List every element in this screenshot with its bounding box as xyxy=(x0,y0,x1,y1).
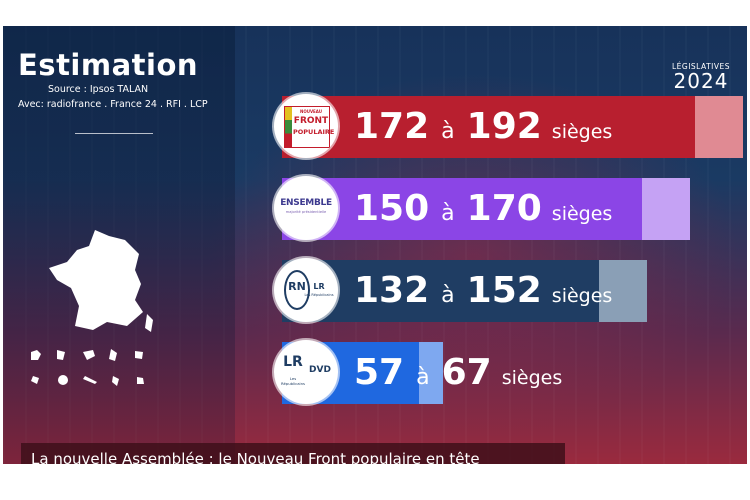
france-map-icon xyxy=(49,230,153,332)
max-seats-value: 152 xyxy=(466,270,542,311)
source-text: Source : Ipsos TALAN xyxy=(48,84,149,95)
logo-text: LR xyxy=(283,354,303,370)
party-logo-nfp: NOUVEAU FRONT POPULAIRE xyxy=(274,94,338,158)
logo-text: NOUVEAU xyxy=(299,109,323,114)
min-seats-value: 150 xyxy=(354,188,430,229)
logo-text: ENSEMBLE xyxy=(280,198,332,208)
chart-title: Estimation xyxy=(18,48,199,82)
logo-text: DVD xyxy=(309,365,331,375)
logo-text: RN xyxy=(288,280,306,293)
bar-nfp: NOUVEAU FRONT POPULAIRE 172 à 192 sièges xyxy=(274,94,743,158)
news-ticker: La nouvelle Assemblée : le Nouveau Front… xyxy=(21,443,565,464)
bar-range-segment xyxy=(642,178,690,240)
party-logo-lrdvd: LR Les Républicains DVD xyxy=(274,340,338,404)
range-connector: à xyxy=(441,119,455,144)
bar-min-segment xyxy=(282,178,642,240)
bar-range-segment xyxy=(695,96,743,158)
bar-label: 172 à 192 sièges xyxy=(354,96,612,158)
min-seats-value: 132 xyxy=(354,270,430,311)
max-seats-value: 192 xyxy=(466,106,542,147)
title-divider xyxy=(75,133,153,134)
logo-text: Les Républicains xyxy=(304,293,334,297)
bar-label: 132 à 152 sièges xyxy=(354,260,612,322)
max-seats-value: 170 xyxy=(466,188,542,229)
party-logo-rn: RN LR Les Républicains xyxy=(274,258,338,322)
party-logo-ensemble: ENSEMBLE majorité présidentielle xyxy=(274,176,338,240)
bar-lrdvd: LR Les Républicains DVD 57 à 67 sièges xyxy=(274,340,562,404)
tv-screen: Estimation Source : Ipsos TALAN Avec: ra… xyxy=(3,26,747,464)
overseas-territories-icons xyxy=(31,349,144,386)
bar-label: 57 à 67 sièges xyxy=(354,342,562,404)
seats-unit: sièges xyxy=(551,121,613,143)
logo-text: FRONT xyxy=(293,116,329,126)
bar-rn: RN LR Les Républicains 132 à 152 sièges xyxy=(274,258,647,322)
bar-label: 150 à 170 sièges xyxy=(354,178,612,240)
bar-ensemble: ENSEMBLE majorité présidentielle 150 à 170 si… xyxy=(274,176,690,240)
min-seats-value: 172 xyxy=(354,106,430,147)
brand-line1: LÉGISLATIVES xyxy=(671,62,731,71)
max-seats-value: 67 xyxy=(441,352,492,393)
range-connector: à xyxy=(441,201,455,226)
seats-unit: sièges xyxy=(551,203,613,225)
seats-unit: sièges xyxy=(501,367,563,389)
bar-min-segment xyxy=(282,96,695,158)
logo-text: Les Républicains xyxy=(281,376,305,386)
min-seats-value: 57 xyxy=(354,352,405,393)
legislatives-2024-logo: LÉGISLATIVES 2024 xyxy=(661,62,741,91)
partners-text: Avec: radiofrance . France 24 . RFI . LC… xyxy=(18,99,208,110)
brand-line2: 2024 xyxy=(673,69,729,93)
seats-unit: sièges xyxy=(551,285,613,307)
logo-text: LR xyxy=(313,282,325,291)
logo-text: POPULAIRE xyxy=(293,128,335,136)
left-panel: Estimation Source : Ipsos TALAN Avec: ra… xyxy=(3,26,235,464)
range-connector: à xyxy=(416,365,430,390)
logo-text: majorité présidentielle xyxy=(285,210,327,214)
range-connector: à xyxy=(441,283,455,308)
bar-range-segment xyxy=(599,260,647,322)
bar-range-segment xyxy=(419,342,443,404)
